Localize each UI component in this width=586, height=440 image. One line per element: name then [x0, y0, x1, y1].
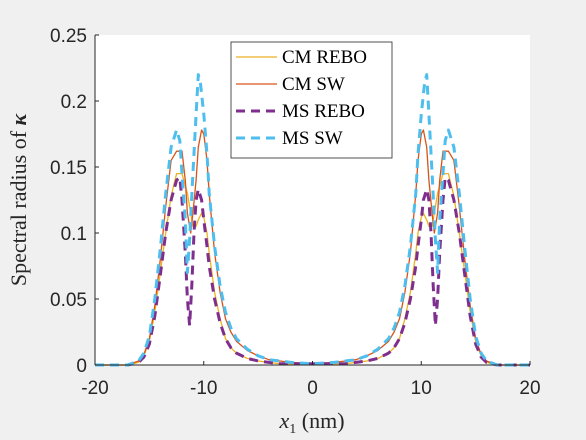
- y-tick-label: 0: [76, 356, 87, 377]
- legend-label: CM REBO: [282, 47, 367, 68]
- y-tick-label: 0.2: [61, 92, 87, 113]
- x-tick-label: -10: [190, 378, 217, 399]
- y-tick-label: 0.05: [50, 290, 87, 311]
- y-tick-label: 0.15: [50, 158, 87, 179]
- legend-label: MS REBO: [282, 101, 365, 122]
- x-tick-label: -20: [81, 378, 108, 399]
- x-axis-label-var: x: [278, 408, 289, 433]
- x-tick-label: 0: [307, 378, 318, 399]
- x-tick-label: 10: [411, 378, 432, 399]
- x-axis-label: x1 (nm): [278, 408, 344, 437]
- legend-label: MS SW: [282, 128, 343, 149]
- y-tick-label: 0.25: [50, 26, 87, 47]
- y-axis-label-text: Spectral radius of: [6, 125, 31, 286]
- y-axis-label-symbol: κ: [6, 112, 31, 125]
- x-tick-label: 20: [519, 378, 540, 399]
- x-axis-label-unit: (nm): [296, 408, 344, 433]
- y-tick-label: 0.1: [61, 224, 87, 245]
- y-axis-label: Spectral radius of κ: [6, 112, 31, 286]
- legend: CM REBO CM SW MS REBO MS SW: [230, 41, 393, 159]
- legend-entries: CM REBO CM SW MS REBO MS SW: [236, 47, 367, 149]
- x-axis-label-sub: 1: [289, 422, 296, 437]
- tick-layer: -20 -10 0 10 20 0 0.05 0.1 0.15 0.2 0.25: [50, 26, 541, 399]
- legend-label: CM SW: [282, 74, 345, 95]
